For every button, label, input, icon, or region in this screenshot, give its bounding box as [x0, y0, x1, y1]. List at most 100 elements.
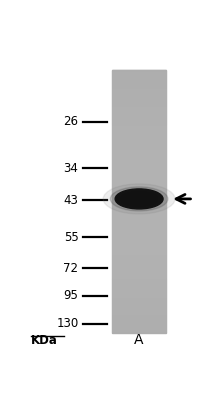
Bar	[112, 125, 166, 126]
Bar	[112, 292, 166, 293]
Bar	[112, 323, 166, 324]
Bar	[112, 176, 166, 177]
Bar	[112, 162, 166, 163]
Bar	[112, 255, 166, 256]
Bar	[112, 265, 166, 266]
Bar	[112, 85, 166, 86]
Bar	[112, 83, 166, 84]
Bar	[112, 153, 166, 154]
Bar	[112, 172, 166, 173]
Bar	[112, 87, 166, 88]
Bar	[112, 129, 166, 130]
Bar	[112, 144, 166, 145]
Bar	[112, 248, 166, 249]
Bar	[112, 270, 166, 272]
Bar	[112, 198, 166, 200]
Bar	[112, 134, 166, 135]
Bar	[112, 114, 166, 115]
Bar	[112, 234, 166, 236]
Bar	[112, 182, 166, 183]
Bar	[112, 138, 166, 139]
Bar	[112, 95, 166, 96]
Bar	[112, 72, 166, 73]
Bar	[112, 163, 166, 164]
Bar	[112, 298, 166, 299]
Bar	[112, 311, 166, 312]
Bar	[112, 101, 166, 102]
Bar	[112, 327, 166, 328]
Bar	[112, 197, 166, 198]
Bar	[112, 254, 166, 255]
Bar	[112, 156, 166, 157]
Bar	[112, 204, 166, 205]
Bar	[112, 133, 166, 134]
Bar	[112, 308, 166, 309]
Bar	[112, 205, 166, 206]
Bar	[112, 242, 166, 243]
Bar	[112, 233, 166, 234]
Bar	[112, 213, 166, 214]
Bar	[112, 259, 166, 260]
Bar	[112, 122, 166, 123]
Bar	[112, 111, 166, 112]
Bar	[112, 290, 166, 291]
Bar	[112, 136, 166, 137]
Bar	[112, 98, 166, 100]
Bar	[112, 119, 166, 120]
Bar	[112, 280, 166, 281]
Bar	[112, 127, 166, 128]
Bar	[112, 155, 166, 156]
Bar	[112, 306, 166, 308]
Bar	[112, 325, 166, 326]
Bar	[112, 159, 166, 160]
Bar	[112, 177, 166, 178]
Bar	[112, 170, 166, 171]
Bar	[112, 223, 166, 224]
Bar	[112, 135, 166, 136]
Bar	[112, 178, 166, 179]
Bar	[112, 239, 166, 240]
Bar	[112, 167, 166, 168]
Bar	[112, 212, 166, 213]
Bar	[112, 80, 166, 81]
Bar	[112, 93, 166, 94]
Bar	[112, 183, 166, 184]
Bar	[112, 332, 166, 333]
Bar	[112, 169, 166, 170]
Bar	[112, 231, 166, 232]
Bar	[112, 164, 166, 165]
Text: A: A	[134, 333, 144, 347]
Bar	[112, 194, 166, 195]
Bar	[112, 126, 166, 127]
Bar	[112, 314, 166, 315]
Bar	[112, 229, 166, 230]
Bar	[112, 152, 166, 153]
Bar	[112, 148, 166, 150]
Bar	[112, 320, 166, 321]
Bar	[112, 132, 166, 133]
Bar	[112, 109, 166, 110]
Bar	[112, 282, 166, 283]
Bar	[112, 192, 166, 193]
Bar	[112, 107, 166, 108]
Bar	[112, 318, 166, 319]
Bar	[112, 275, 166, 276]
Bar	[112, 321, 166, 322]
Bar	[112, 303, 166, 304]
Bar	[112, 273, 166, 274]
Bar	[112, 281, 166, 282]
Bar	[112, 179, 166, 180]
Bar	[112, 118, 166, 119]
Bar	[112, 180, 166, 181]
Bar	[112, 266, 166, 267]
Bar	[112, 130, 166, 131]
Bar	[112, 317, 166, 318]
Text: 26: 26	[63, 116, 78, 128]
Bar	[112, 139, 166, 140]
Bar	[112, 70, 166, 71]
Bar	[112, 230, 166, 231]
Bar	[112, 260, 166, 261]
Bar	[112, 301, 166, 302]
Bar	[112, 97, 166, 98]
Bar	[112, 305, 166, 306]
